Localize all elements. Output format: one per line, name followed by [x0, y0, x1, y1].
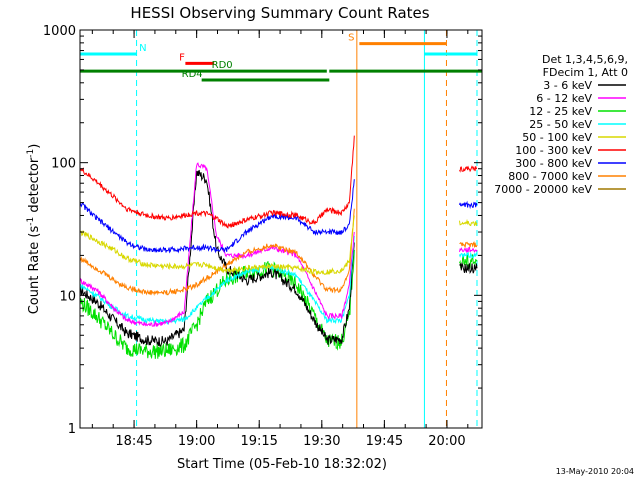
legend-label-0: 3 - 6 keV — [543, 79, 592, 92]
series-line-late-5 — [459, 165, 478, 173]
marker-label-2: S — [348, 33, 354, 44]
series-line-late-1 — [459, 246, 478, 253]
legend-header-line-2: FDecim 1, Att 0 — [543, 66, 628, 79]
plot-area: N S F RD0 RD4 — [79, 30, 482, 428]
marker-label-4: RD0 — [212, 60, 233, 71]
legend-label-4: 50 - 100 keV — [522, 131, 592, 144]
x-axis-label: Start Time (05-Feb-10 18:32:02) — [177, 457, 387, 472]
x-tick-label-3: 19:30 — [303, 434, 340, 449]
legend-header-line-1: Det 1,3,4,5,6,9, — [542, 53, 628, 66]
y-tick-label-1: 10 — [59, 289, 76, 304]
marker-label-0: N — [139, 43, 146, 54]
series-line-1 — [79, 162, 355, 327]
legend-label-7: 800 - 7000 keV — [508, 170, 592, 183]
series-line-late-0 — [459, 262, 478, 274]
series-line-late-7 — [459, 240, 478, 248]
legend: Det 1,3,4,5,6,9, FDecim 1, Att 0 3 - 6 k… — [494, 53, 628, 196]
y-axis-label: Count Rate (s-1 detector-1) — [26, 144, 42, 315]
series-line-6 — [79, 179, 355, 254]
series-line-late-6 — [459, 200, 478, 210]
y-tick-label-2: 100 — [51, 157, 76, 172]
y-tick-label-3: 1000 — [43, 24, 76, 39]
marker-label-3: F — [179, 52, 185, 63]
legend-label-1: 6 - 12 keV — [536, 92, 592, 105]
legend-label-2: 12 - 25 keV — [529, 105, 592, 118]
x-tick-label-4: 19:45 — [366, 434, 403, 449]
x-tick-label-1: 19:00 — [178, 434, 215, 449]
legend-label-8: 7000 - 20000 keV — [494, 183, 592, 196]
series-line-3 — [79, 235, 355, 325]
x-tick-label-0: 18:45 — [115, 434, 152, 449]
timestamp: 13-May-2010 20:04 — [556, 467, 634, 476]
legend-label-5: 100 - 300 keV — [515, 144, 592, 157]
series-line-late-3 — [459, 250, 478, 259]
legend-label-6: 300 - 800 keV — [515, 157, 592, 170]
x-tick-label-2: 19:15 — [240, 434, 277, 449]
series-line-5 — [79, 135, 355, 229]
series-line-7 — [79, 208, 355, 296]
y-axis: 1 10 100 1000 — [43, 24, 482, 437]
plot-frame — [79, 29, 483, 429]
series-line-2 — [79, 249, 355, 360]
series-line-0 — [79, 169, 355, 347]
legend-label-3: 25 - 50 keV — [529, 118, 592, 131]
x-tick-label-5: 20:00 — [428, 434, 465, 449]
series-line-4 — [79, 215, 355, 276]
chart-title: HESSI Observing Summary Count Rates — [130, 4, 429, 22]
marker-label-5: RD4 — [182, 69, 203, 80]
series-line-late-4 — [459, 218, 478, 227]
y-tick-label-0: 1 — [68, 422, 76, 437]
x-axis: 18:45 19:00 19:15 19:30 19:45 20:00 — [91, 30, 469, 449]
